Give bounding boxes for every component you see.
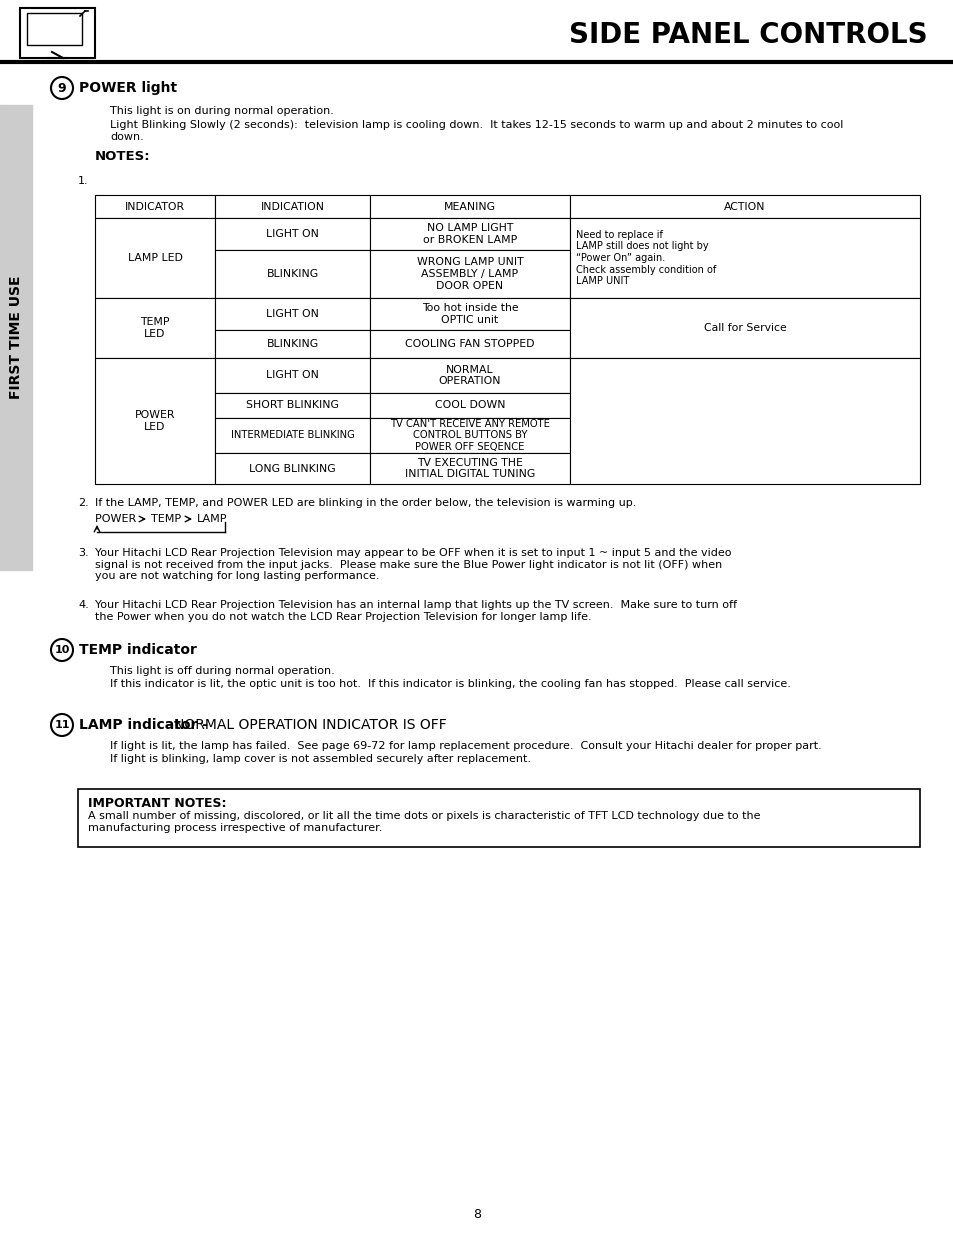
Text: Light Blinking Slowly (2 seconds):  television lamp is cooling down.  It takes 1: Light Blinking Slowly (2 seconds): telev… — [110, 120, 842, 142]
Text: WRONG LAMP UNIT
ASSEMBLY / LAMP
DOOR OPEN: WRONG LAMP UNIT ASSEMBLY / LAMP DOOR OPE… — [416, 257, 523, 290]
Bar — [370, 358, 569, 393]
Text: SIDE PANEL CONTROLS: SIDE PANEL CONTROLS — [569, 21, 927, 49]
Text: 1.: 1. — [78, 177, 89, 186]
Text: COOLING FAN STOPPED: COOLING FAN STOPPED — [405, 338, 535, 350]
Text: This light is off during normal operation.: This light is off during normal operatio… — [110, 666, 335, 676]
Bar — [370, 330, 569, 358]
Text: Call for Service: Call for Service — [703, 324, 785, 333]
Bar — [370, 249, 569, 298]
Text: 10: 10 — [54, 645, 70, 655]
Text: INDICATOR: INDICATOR — [125, 201, 185, 211]
Bar — [370, 195, 569, 219]
Text: LAMP LED: LAMP LED — [128, 253, 182, 263]
Bar — [214, 393, 370, 417]
Text: NORMAL
OPERATION: NORMAL OPERATION — [438, 364, 500, 387]
Text: INTERMEDIATE BLINKING: INTERMEDIATE BLINKING — [231, 431, 355, 441]
Text: If the LAMP, TEMP, and POWER LED are blinking in the order below, the television: If the LAMP, TEMP, and POWER LED are bli… — [95, 498, 636, 508]
Text: 11: 11 — [54, 720, 70, 730]
Text: BLINKING: BLINKING — [266, 269, 318, 279]
Text: TV CAN'T RECEIVE ANY REMOTE
CONTROL BUTTONS BY
POWER OFF SEQENCE: TV CAN'T RECEIVE ANY REMOTE CONTROL BUTT… — [390, 419, 549, 452]
Text: If light is lit, the lamp has failed.  See page 69-72 for lamp replacement proce: If light is lit, the lamp has failed. Se… — [110, 741, 821, 751]
Text: ACTION: ACTION — [723, 201, 765, 211]
Text: Your Hitachi LCD Rear Projection Television may appear to be OFF when it is set : Your Hitachi LCD Rear Projection Televis… — [95, 548, 731, 582]
Text: Too hot inside the
OPTIC unit: Too hot inside the OPTIC unit — [421, 304, 517, 325]
Bar — [370, 219, 569, 249]
Text: FIRST TIME USE: FIRST TIME USE — [9, 275, 23, 399]
Text: TEMP
LED: TEMP LED — [140, 317, 170, 338]
Text: TEMP: TEMP — [151, 514, 185, 524]
Text: LIGHT ON: LIGHT ON — [266, 370, 318, 380]
Bar — [569, 195, 919, 219]
Text: IMPORTANT NOTES:: IMPORTANT NOTES: — [88, 797, 226, 810]
Bar — [95, 195, 214, 219]
Bar — [214, 453, 370, 484]
Text: TV EXECUTING THE
INITIAL DIGITAL TUNING: TV EXECUTING THE INITIAL DIGITAL TUNING — [404, 458, 535, 479]
Circle shape — [51, 638, 73, 661]
Text: If this indicator is lit, the optic unit is too hot.  If this indicator is blink: If this indicator is lit, the optic unit… — [110, 679, 790, 689]
Bar — [214, 195, 370, 219]
Text: INDICATION: INDICATION — [260, 201, 324, 211]
Text: LAMP indicator -: LAMP indicator - — [79, 718, 213, 732]
Text: LONG BLINKING: LONG BLINKING — [249, 463, 335, 473]
Text: 2.: 2. — [78, 498, 89, 508]
Circle shape — [51, 714, 73, 736]
Text: NOTES:: NOTES: — [95, 149, 151, 163]
Bar — [95, 219, 214, 298]
Bar — [95, 298, 214, 358]
Text: LIGHT ON: LIGHT ON — [266, 309, 318, 319]
Text: 8: 8 — [473, 1209, 480, 1221]
Text: 3.: 3. — [78, 548, 89, 558]
Bar — [214, 298, 370, 330]
Bar — [370, 298, 569, 330]
Bar — [370, 393, 569, 417]
Text: Your Hitachi LCD Rear Projection Television has an internal lamp that lights up : Your Hitachi LCD Rear Projection Televis… — [95, 600, 737, 621]
Bar — [214, 219, 370, 249]
Text: POWER
LED: POWER LED — [134, 410, 175, 432]
Bar — [95, 358, 214, 484]
Bar — [27, 14, 82, 44]
Circle shape — [51, 77, 73, 99]
Text: COOL DOWN: COOL DOWN — [435, 400, 505, 410]
Text: TEMP indicator: TEMP indicator — [79, 643, 196, 657]
Text: BLINKING: BLINKING — [266, 338, 318, 350]
Bar — [78, 789, 919, 847]
Text: SHORT BLINKING: SHORT BLINKING — [246, 400, 338, 410]
Text: If light is blinking, lamp cover is not assembled securely after replacement.: If light is blinking, lamp cover is not … — [110, 755, 531, 764]
Bar — [370, 417, 569, 453]
Bar — [214, 249, 370, 298]
Bar — [214, 417, 370, 453]
Text: LAMP: LAMP — [196, 514, 227, 524]
Text: POWER: POWER — [95, 514, 139, 524]
Bar — [370, 453, 569, 484]
Bar — [214, 358, 370, 393]
Bar — [214, 330, 370, 358]
Text: 4.: 4. — [78, 600, 89, 610]
Bar — [569, 358, 919, 484]
Text: POWER light: POWER light — [79, 82, 177, 95]
Bar — [569, 219, 919, 298]
Text: NORMAL OPERATION INDICATOR IS OFF: NORMAL OPERATION INDICATOR IS OFF — [174, 718, 447, 732]
Text: Need to replace if
LAMP still does not light by
“Power On” again.
Check assembly: Need to replace if LAMP still does not l… — [576, 230, 716, 287]
Text: MEANING: MEANING — [443, 201, 496, 211]
Text: LIGHT ON: LIGHT ON — [266, 228, 318, 240]
Bar — [0, 105, 32, 571]
Text: NO LAMP LIGHT
or BROKEN LAMP: NO LAMP LIGHT or BROKEN LAMP — [422, 224, 517, 245]
Text: 9: 9 — [57, 82, 67, 95]
Bar — [20, 7, 95, 58]
Text: A small number of missing, discolored, or lit all the time dots or pixels is cha: A small number of missing, discolored, o… — [88, 811, 760, 832]
Bar — [569, 298, 919, 358]
Text: This light is on during normal operation.: This light is on during normal operation… — [110, 106, 334, 116]
